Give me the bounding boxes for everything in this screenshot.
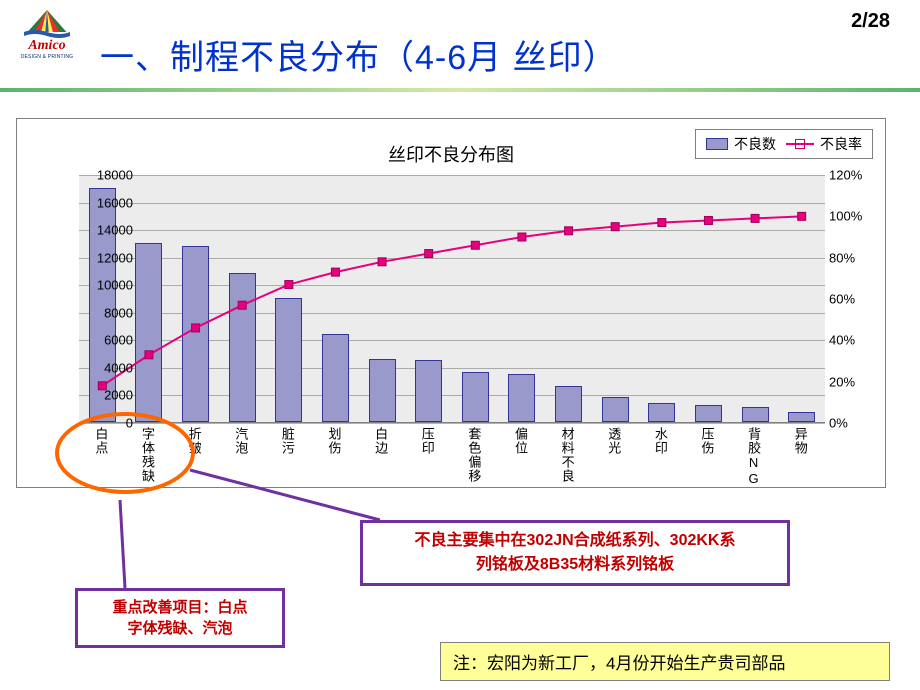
legend-line-label: 不良率 xyxy=(820,134,862,154)
pareto-marker xyxy=(518,233,526,241)
y-left-tick: 2000 xyxy=(85,388,133,403)
pareto-marker xyxy=(658,219,666,227)
y-right-tick: 20% xyxy=(829,374,855,389)
y-left-tick: 16000 xyxy=(85,195,133,210)
pareto-line xyxy=(79,175,825,423)
pareto-marker xyxy=(285,281,293,289)
chart-title: 丝印不良分布图 xyxy=(388,141,514,167)
highlight-ellipse xyxy=(55,412,195,494)
y-left-tick: 8000 xyxy=(85,305,133,320)
x-category-label: 压伤 xyxy=(700,427,716,455)
x-category-label: 汽泡 xyxy=(234,427,250,455)
pareto-marker xyxy=(192,324,200,332)
pareto-marker xyxy=(331,268,339,276)
footnote: 注：宏阳为新工厂，4月份开始生产贵司部品 xyxy=(440,642,890,681)
legend-line-swatch xyxy=(786,143,814,145)
y-left-tick: 18000 xyxy=(85,168,133,183)
x-category-label: 背胶NG xyxy=(747,427,763,487)
callout-concentration: 不良主要集中在302JN合成纸系列、302KK系 列铭板及8B35材料系列铭板 xyxy=(360,520,790,586)
y-right-tick: 60% xyxy=(829,292,855,307)
legend-bar-swatch xyxy=(706,138,728,150)
page-number: 2/28 xyxy=(851,10,890,33)
callout-improvement: 重点改善项目：白点 字体残缺、汽泡 xyxy=(75,588,285,648)
x-category-label: 水印 xyxy=(654,427,670,455)
y-right-tick: 120% xyxy=(829,168,862,183)
pareto-marker xyxy=(704,216,712,224)
page-title: 一、制程不良分布（4-6月 丝印） xyxy=(100,30,618,79)
x-category-label: 压印 xyxy=(421,427,437,455)
pareto-marker xyxy=(425,250,433,258)
grid-line xyxy=(79,423,825,424)
x-category-label: 材料不良 xyxy=(561,427,577,483)
y-right-tick: 0% xyxy=(829,416,848,431)
y-left-tick: 4000 xyxy=(85,360,133,375)
pareto-marker xyxy=(798,212,806,220)
title-underline xyxy=(0,88,920,92)
pareto-marker xyxy=(471,241,479,249)
y-left-tick: 12000 xyxy=(85,250,133,265)
callout2-line1: 不良主要集中在302JN合成纸系列、302KK系 xyxy=(415,532,736,549)
x-category-label: 异物 xyxy=(794,427,810,455)
y-right-tick: 40% xyxy=(829,333,855,348)
callout1-line2: 字体残缺、汽泡 xyxy=(127,620,232,637)
legend-bar-label: 不良数 xyxy=(734,134,776,154)
callout1-line1: 重点改善项目：白点 xyxy=(112,599,247,616)
y-right-tick: 80% xyxy=(829,250,855,265)
pareto-marker xyxy=(378,258,386,266)
x-category-label: 套色偏移 xyxy=(467,427,483,483)
pareto-path xyxy=(102,216,801,385)
chart-legend: 不良数 不良率 xyxy=(695,129,873,159)
x-category-label: 透光 xyxy=(607,427,623,455)
x-category-label: 划伤 xyxy=(327,427,343,455)
logo-text: Amico xyxy=(12,38,82,54)
y-left-tick: 6000 xyxy=(85,333,133,348)
legend-line-item: 不良率 xyxy=(786,134,862,154)
x-category-label: 脏污 xyxy=(281,427,297,455)
logo: Amico DESIGN & PRINTING xyxy=(12,8,82,60)
pareto-marker xyxy=(751,214,759,222)
y-right-tick: 100% xyxy=(829,209,862,224)
legend-bar-item: 不良数 xyxy=(706,134,776,154)
logo-subtitle: DESIGN & PRINTING xyxy=(12,54,82,60)
pareto-marker xyxy=(611,223,619,231)
x-category-label: 偏位 xyxy=(514,427,530,455)
pareto-marker xyxy=(565,227,573,235)
callout2-line2: 列铭板及8B35材料系列铭板 xyxy=(476,556,674,573)
y-left-tick: 10000 xyxy=(85,278,133,293)
y-left-tick: 14000 xyxy=(85,223,133,238)
pareto-marker xyxy=(238,301,246,309)
logo-icon xyxy=(20,8,74,38)
pareto-marker xyxy=(145,351,153,359)
x-category-label: 白边 xyxy=(374,427,390,455)
